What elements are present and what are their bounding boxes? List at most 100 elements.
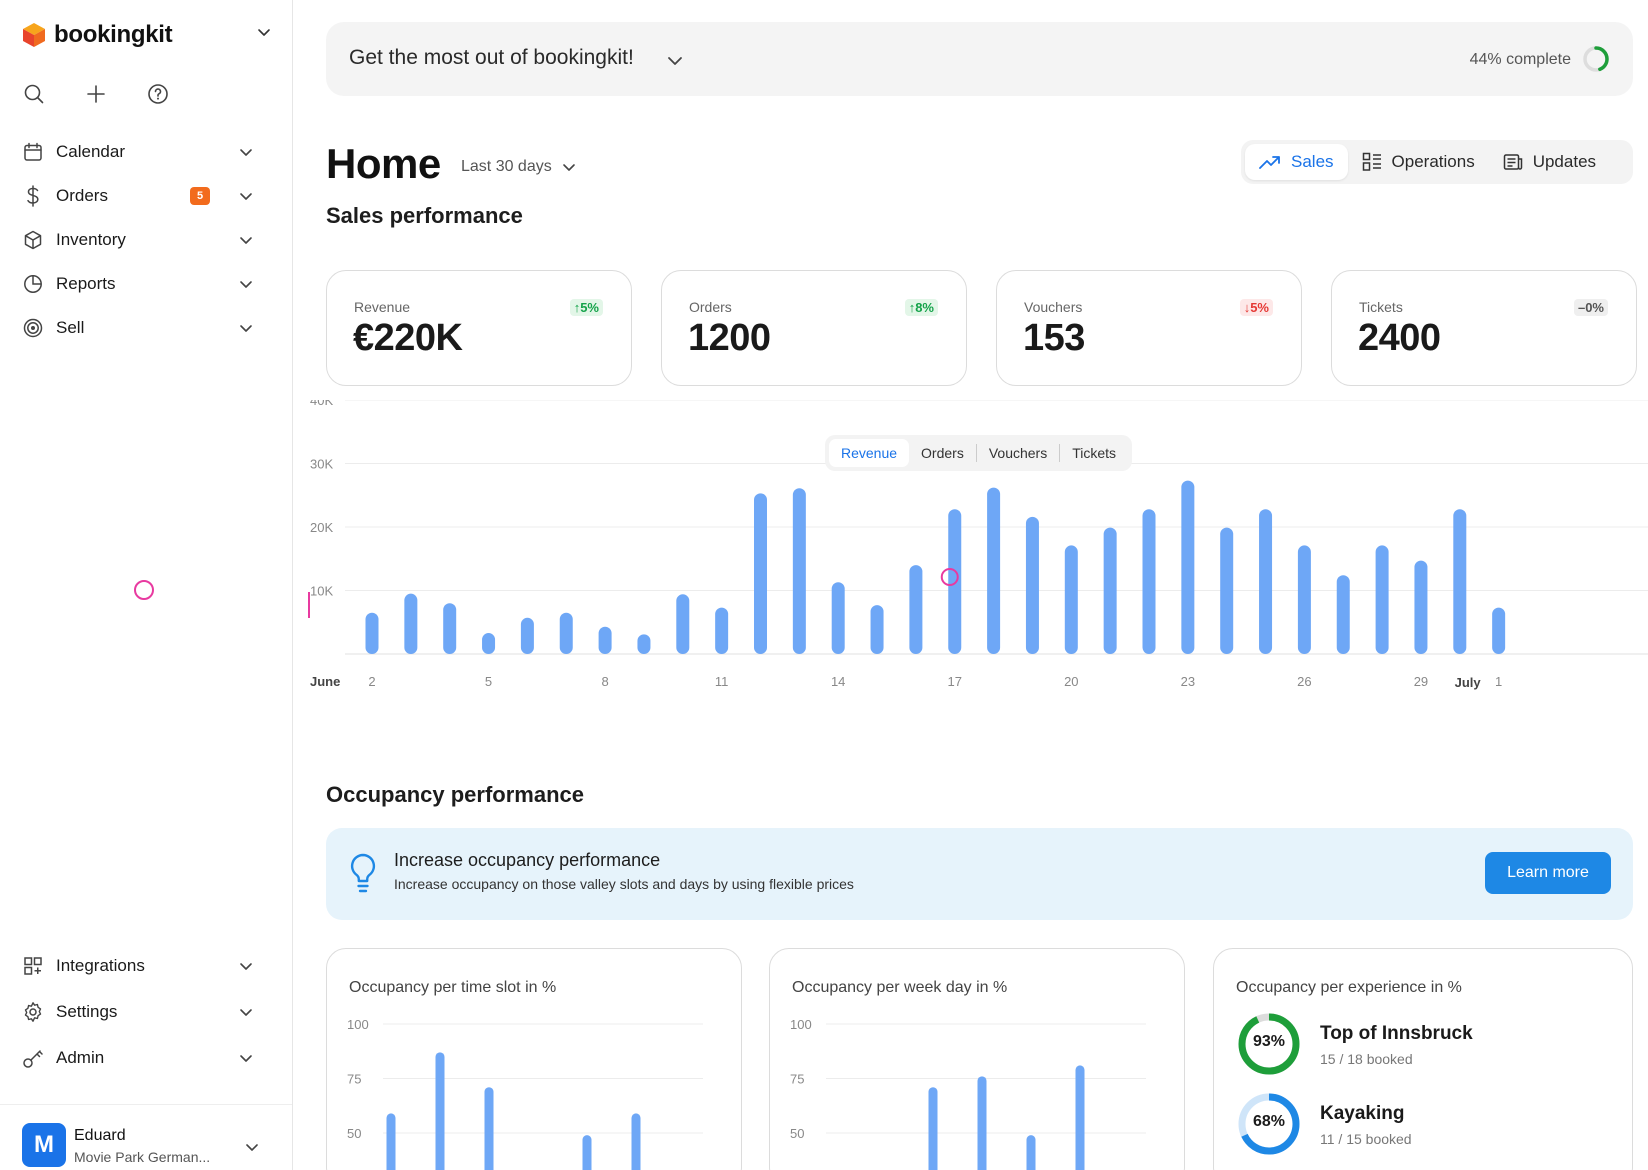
sidebar-item-calendar[interactable]: Calendar	[22, 135, 272, 169]
kpi-delta-badge: ↑8%	[904, 299, 938, 316]
chart-bar[interactable]	[948, 509, 962, 654]
chart-bar[interactable]	[792, 488, 806, 654]
chart-bar[interactable]	[598, 626, 612, 654]
metric-tab-tickets[interactable]: Tickets	[1072, 445, 1117, 461]
list-layout-icon	[1362, 152, 1381, 171]
onboarding-title: Get the most out of bookingkit!	[349, 46, 634, 69]
chart-bar[interactable]	[1375, 545, 1389, 654]
view-tabs: Sales Operations Updates	[1241, 140, 1633, 184]
chart-bar[interactable]	[365, 612, 379, 654]
kpi-card-vouchers[interactable]: Vouchers 153 ↓5%	[996, 270, 1302, 386]
sidebar-item-inventory[interactable]: Inventory	[22, 223, 272, 257]
search-button[interactable]	[22, 82, 46, 106]
chevron-down-icon	[240, 237, 252, 244]
occupancy-weekday-chart: 100 75 50	[790, 1017, 1146, 1170]
chart-bar[interactable]	[1414, 560, 1428, 654]
tab-operations[interactable]: Operations	[1348, 144, 1489, 180]
chart-bar[interactable]	[1492, 607, 1506, 654]
kpi-label: Orders	[689, 299, 732, 315]
chart-bar[interactable]	[715, 607, 729, 654]
chevron-down-icon	[240, 963, 252, 970]
sidebar-item-reports[interactable]: Reports	[22, 267, 272, 301]
chart-bar[interactable]	[386, 1113, 396, 1170]
x-tick-label: 11	[715, 674, 729, 689]
y-tick-label: 50	[347, 1126, 361, 1141]
chart-bar[interactable]	[637, 634, 651, 654]
tab-label: Updates	[1532, 152, 1597, 171]
kpi-card-revenue[interactable]: Revenue €220K ↑5%	[326, 270, 632, 386]
experience-booked: 15 / 18 booked	[1320, 1051, 1413, 1067]
tab-updates[interactable]: Updates	[1489, 144, 1610, 180]
metric-tab-orders[interactable]: Orders	[921, 445, 964, 461]
sidebar-item-label: Settings	[56, 1002, 118, 1021]
onboarding-progress-ring	[1583, 46, 1609, 72]
chart-bar[interactable]	[870, 605, 884, 654]
chart-bar[interactable]	[1220, 527, 1234, 654]
chart-bar[interactable]	[987, 487, 1001, 654]
chart-bar[interactable]	[1075, 1065, 1085, 1170]
kpi-delta-value: 8%	[915, 300, 934, 315]
app-name: bookingkit	[54, 21, 173, 48]
x-tick-label: 29	[1414, 674, 1428, 689]
orders-count-badge: 5	[190, 187, 210, 205]
chart-bar[interactable]	[520, 617, 534, 654]
help-button[interactable]	[146, 82, 170, 106]
date-range-select[interactable]: Last 30 days	[461, 158, 576, 176]
tab-sales[interactable]: Sales	[1245, 144, 1348, 180]
chart-bar[interactable]	[1142, 509, 1156, 654]
occupancy-experience-card: Occupancy per experience in % 93% Top of…	[1213, 948, 1633, 1170]
card-title: Occupancy per week day in %	[792, 979, 1008, 996]
chart-bar[interactable]	[977, 1076, 987, 1170]
occupancy-percent: 68%	[1252, 1113, 1286, 1130]
chart-bar[interactable]	[754, 493, 767, 654]
chart-bar[interactable]	[1026, 1135, 1036, 1170]
kpi-delta-badge: ↓5%	[1239, 299, 1273, 316]
card-title: Occupancy per time slot in %	[349, 979, 557, 996]
kpi-card-orders[interactable]: Orders 1200 ↑8%	[661, 270, 967, 386]
chart-bar[interactable]	[1103, 527, 1117, 654]
sidebar-item-integrations[interactable]: Integrations	[22, 949, 272, 983]
sidebar-item-settings[interactable]: Settings	[22, 995, 272, 1029]
sidebar-item-admin[interactable]: Admin	[22, 1041, 272, 1075]
chart-bar[interactable]	[1025, 516, 1039, 654]
trend-up-icon	[1259, 156, 1280, 169]
chart-bar[interactable]	[482, 633, 496, 654]
chart-bar[interactable]	[1259, 509, 1273, 654]
card-title: Occupancy per experience in %	[1236, 979, 1462, 996]
add-button[interactable]	[84, 82, 108, 106]
kpi-delta-value: 5%	[580, 300, 599, 315]
chart-bar[interactable]	[928, 1087, 938, 1170]
chart-bar[interactable]	[559, 612, 573, 654]
chart-bar[interactable]	[443, 603, 457, 654]
chart-bar[interactable]	[1297, 545, 1311, 654]
learn-more-button[interactable]: Learn more	[1485, 852, 1611, 894]
chevron-down-icon[interactable]	[666, 52, 684, 70]
experience-item[interactable]: 93% Top of Innsbruck 15 / 18 booked	[1236, 1011, 1596, 1081]
y-tick-label: 30K	[310, 457, 333, 472]
chevron-down-icon[interactable]	[256, 24, 272, 40]
chart-bar[interactable]	[1453, 509, 1467, 654]
user-account-switcher[interactable]: M Eduard Movie Park German...	[0, 1104, 292, 1170]
chart-bar[interactable]	[831, 582, 845, 654]
main-content: Get the most out of bookingkit! 44% comp…	[293, 0, 1648, 1170]
chart-bar[interactable]	[1336, 575, 1350, 654]
metric-tab-vouchers[interactable]: Vouchers	[988, 445, 1048, 461]
kpi-card-tickets[interactable]: Tickets 2400 –0%	[1331, 270, 1637, 386]
chart-bar[interactable]	[1064, 545, 1078, 654]
metric-tab-revenue[interactable]: Revenue	[829, 439, 910, 467]
brand-switcher[interactable]: bookingkit	[22, 18, 272, 52]
chart-bar[interactable]	[909, 565, 923, 654]
sidebar-item-orders[interactable]: Orders 5	[22, 179, 272, 213]
onboarding-banner[interactable]: Get the most out of bookingkit! 44% comp…	[326, 22, 1633, 96]
sidebar-item-sell[interactable]: Sell	[22, 311, 272, 345]
chart-bar[interactable]	[631, 1113, 641, 1170]
chart-bar[interactable]	[484, 1087, 494, 1170]
chart-bar[interactable]	[676, 594, 690, 654]
chart-bar[interactable]	[435, 1052, 445, 1170]
chart-bar[interactable]	[582, 1135, 592, 1170]
bookingkit-logo	[23, 23, 45, 47]
arrow-up-icon: ↑	[573, 300, 581, 315]
experience-item[interactable]: 68% Kayaking 11 / 15 booked	[1236, 1091, 1596, 1161]
chart-bar[interactable]	[1181, 480, 1195, 654]
chart-bar[interactable]	[404, 593, 418, 654]
